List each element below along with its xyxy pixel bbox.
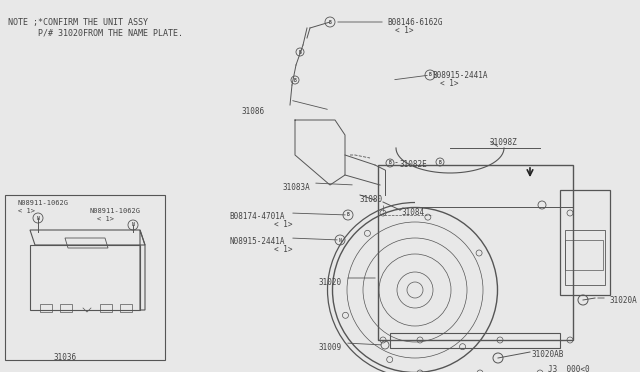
Text: B: B [429,73,431,77]
Bar [40,304,52,312]
Text: < 1>: < 1> [395,26,413,35]
Text: B: B [347,212,349,218]
Text: < 1>: < 1> [275,245,293,254]
Text: N: N [132,222,134,228]
Bar [560,190,610,295]
Text: 31009: 31009 [319,343,342,352]
Text: B: B [328,19,332,25]
Text: < 1>: < 1> [97,216,114,222]
Bar [565,230,605,285]
Text: 31020: 31020 [319,278,342,287]
Text: < 1>: < 1> [275,220,293,229]
Bar [390,333,560,348]
Text: B: B [388,160,392,166]
Text: 31020A: 31020A [610,296,637,305]
Text: 31083A: 31083A [282,183,310,192]
Text: B08174-4701A: B08174-4701A [230,212,285,221]
Bar [378,165,573,340]
Text: N08911-1062G: N08911-1062G [18,200,69,206]
Text: J3  000<0: J3 000<0 [548,365,589,372]
Text: B: B [299,49,301,55]
Bar [120,304,132,312]
Text: B: B [294,77,296,83]
Text: 31082E: 31082E [400,160,428,169]
Text: 31084: 31084 [402,208,425,217]
Text: 31080: 31080 [360,195,383,204]
Text: N08911-1062G: N08911-1062G [90,208,141,214]
Text: B08146-6162G: B08146-6162G [387,18,442,27]
Text: N: N [339,237,341,243]
Text: 31086: 31086 [242,107,265,116]
Text: B08915-2441A: B08915-2441A [432,71,488,80]
Bar [5,195,165,360]
Text: 31020AB: 31020AB [532,350,564,359]
Text: 31036: 31036 [53,353,77,362]
Text: N: N [36,215,40,221]
Text: B: B [438,160,442,164]
Bar [565,240,603,270]
Bar [100,304,112,312]
Text: NOTE ;*CONFIRM THE UNIT ASSY: NOTE ;*CONFIRM THE UNIT ASSY [8,18,148,27]
Text: N08915-2441A: N08915-2441A [230,237,285,246]
Bar [60,304,72,312]
Text: 31098Z: 31098Z [490,138,518,147]
Text: P/# 31020FROM THE NAME PLATE.: P/# 31020FROM THE NAME PLATE. [8,28,183,37]
Bar [30,245,140,310]
Text: < 1>: < 1> [18,208,35,214]
Text: < 1>: < 1> [440,79,458,88]
